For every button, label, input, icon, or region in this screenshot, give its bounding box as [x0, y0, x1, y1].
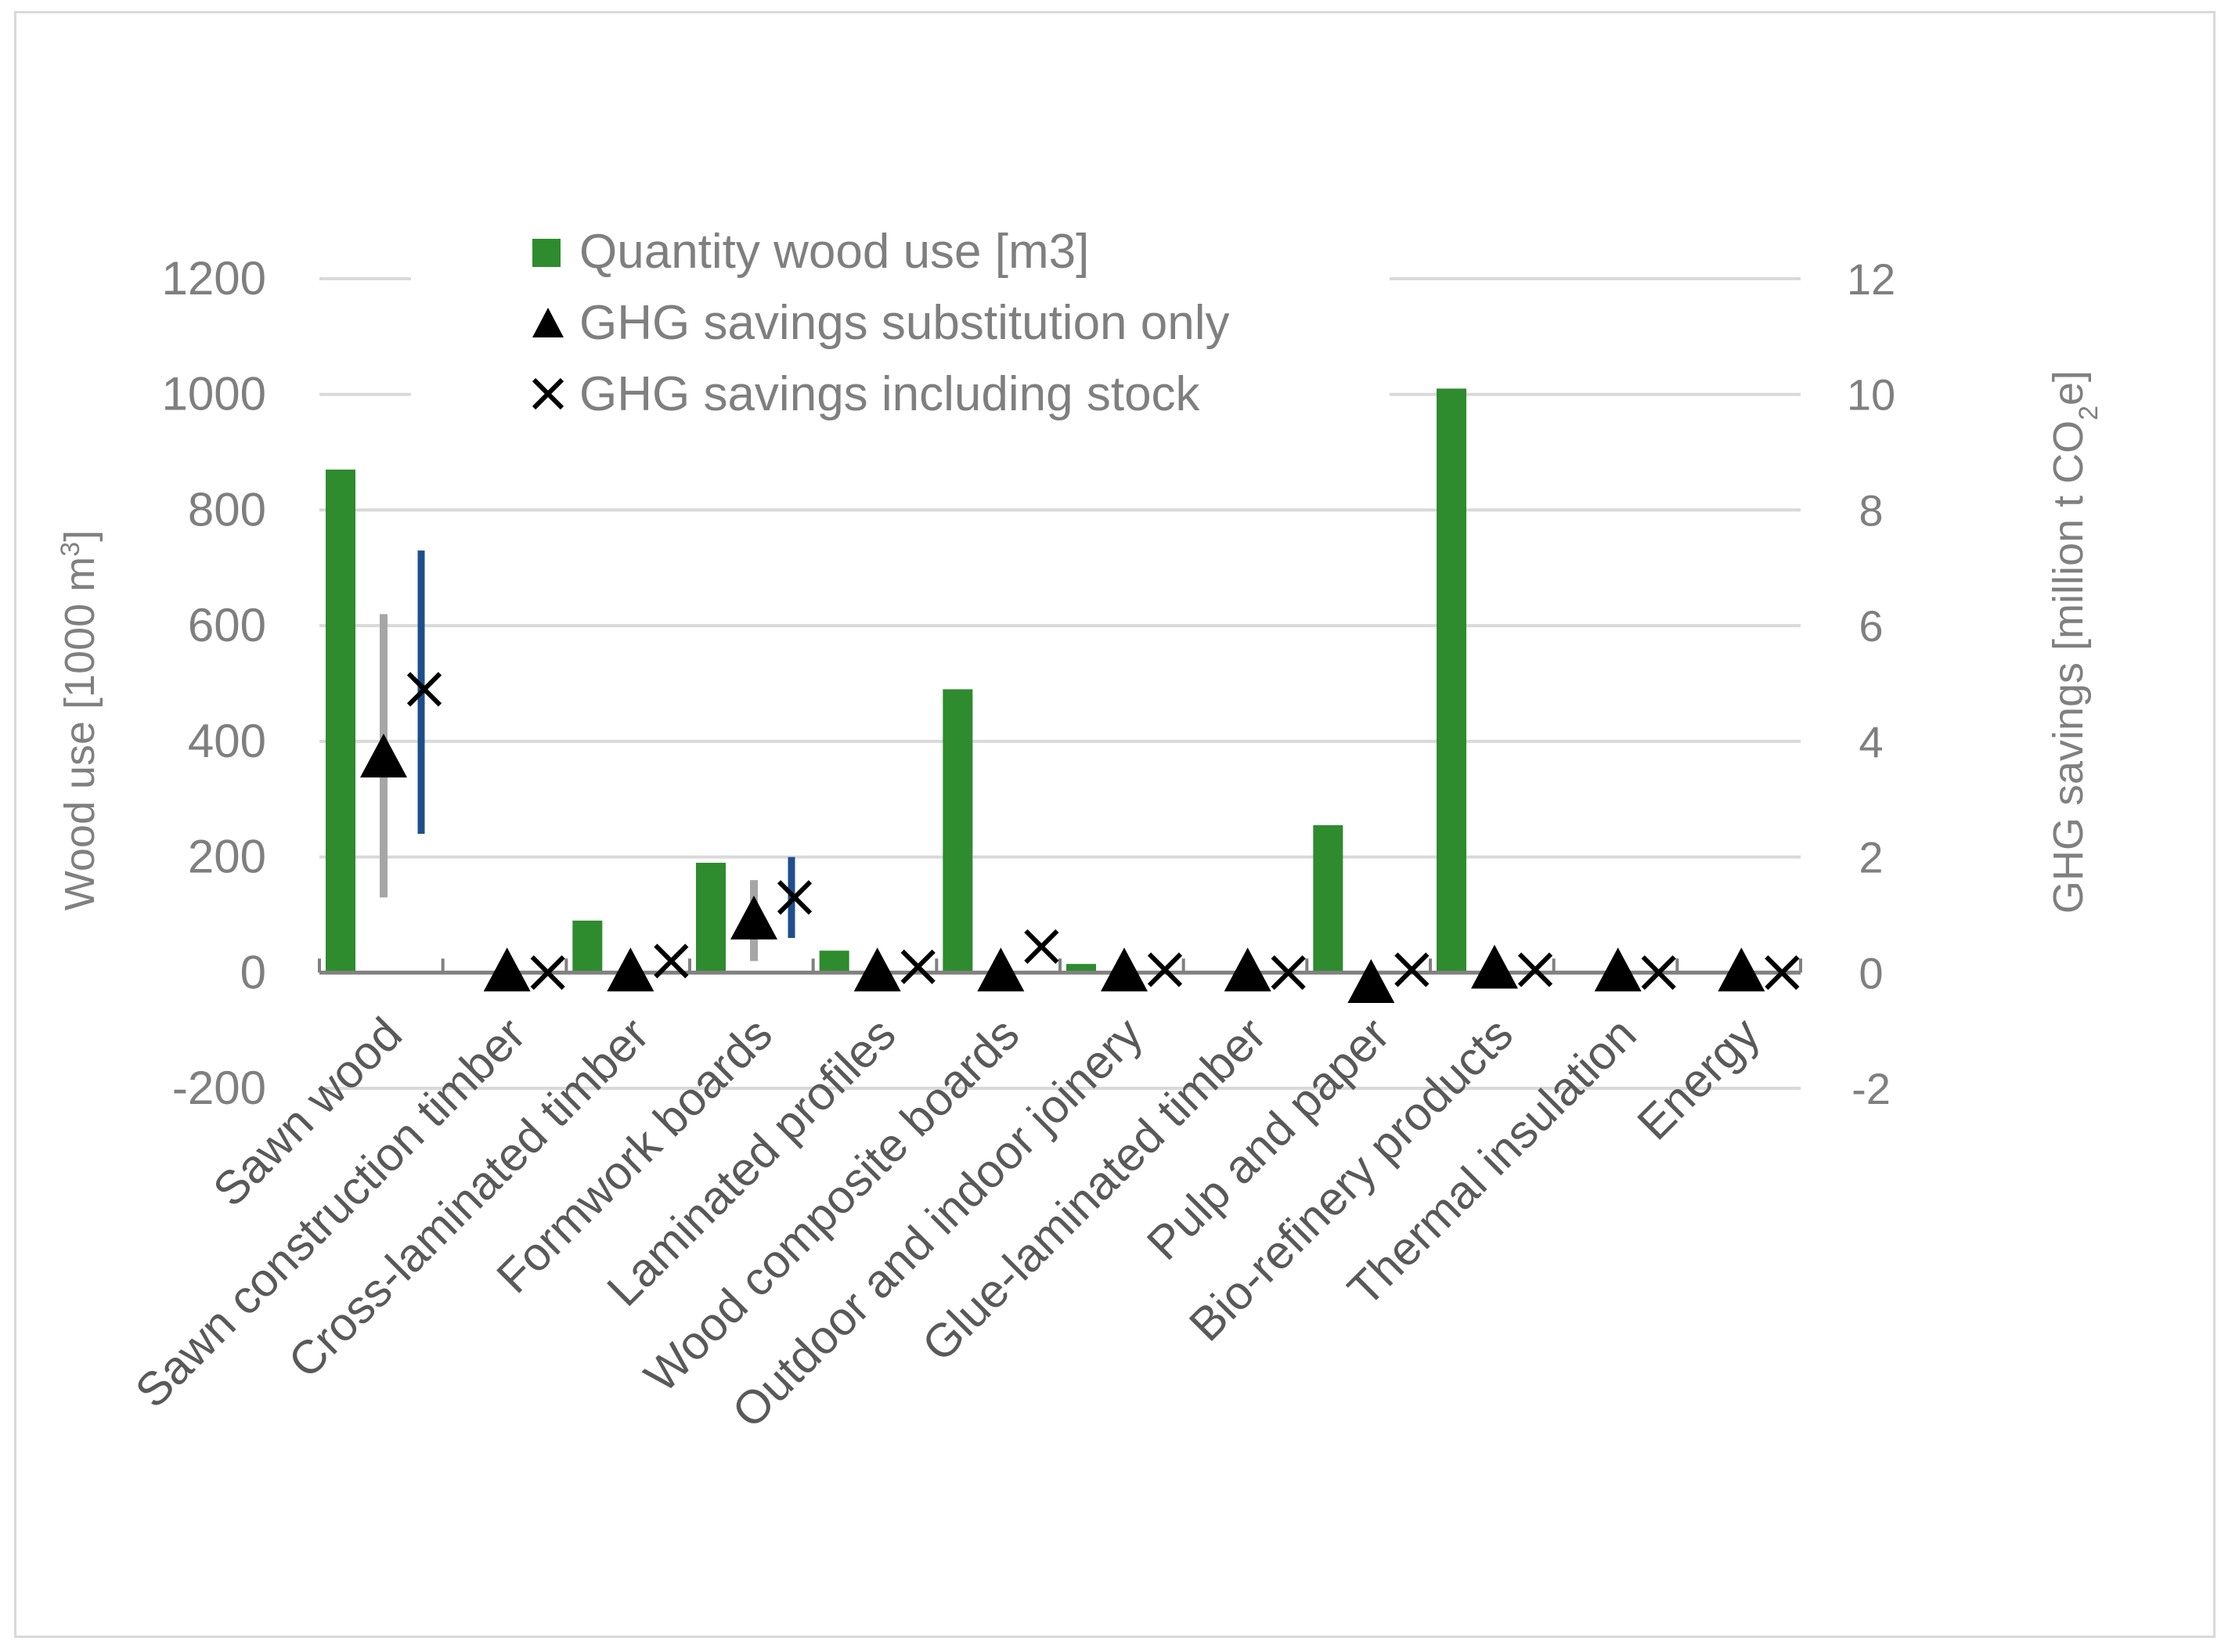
triangle-marker-10 — [1594, 947, 1642, 992]
markers — [360, 672, 1800, 1004]
bars — [326, 388, 1466, 973]
x-marker-11 — [1765, 955, 1800, 990]
left-tick-label: 0 — [240, 946, 266, 998]
triangle-marker-7 — [1224, 947, 1271, 992]
triangle-marker-1 — [483, 947, 531, 992]
left-tick-label: 1200 — [162, 252, 266, 305]
bar-4 — [819, 950, 849, 973]
right-tick-label: 8 — [1859, 485, 1883, 535]
x-marker-7 — [1271, 955, 1306, 990]
right-tick-label: 2 — [1859, 833, 1883, 882]
x-marker-3 — [777, 880, 813, 915]
bar-6 — [1066, 964, 1096, 973]
triangle-marker-3 — [730, 895, 777, 940]
legend-background — [411, 223, 1390, 427]
right-axis-ticks: -2 0 2 4 6 8 10 12 — [1847, 254, 1895, 1113]
x-marker-8 — [1394, 952, 1430, 987]
legend-label-wood-use: Quantity wood use [m3] — [579, 225, 1089, 279]
bar-9 — [1437, 388, 1466, 973]
bar-5 — [943, 689, 973, 973]
triangle-marker-9 — [1471, 944, 1518, 989]
x-marker-10 — [1641, 955, 1676, 990]
left-tick-label: 600 — [188, 599, 266, 651]
right-tick-label: 6 — [1859, 601, 1883, 651]
triangle-marker-6 — [1101, 947, 1148, 992]
x-marker-6 — [1147, 952, 1183, 987]
legend-label-substitution: GHG savings substitution only — [579, 296, 1230, 350]
x-marker-0 — [406, 672, 442, 707]
triangle-marker-2 — [607, 947, 654, 992]
legend-label-including-stock: GHG savings including stock — [579, 367, 1201, 421]
x-marker-5 — [1024, 929, 1059, 965]
legend-swatch-bar — [532, 239, 561, 267]
left-axis-ticks: -200 0 200 400 600 800 1000 1200 — [162, 252, 266, 1114]
left-tick-label: 800 — [188, 483, 266, 536]
triangle-marker-0 — [360, 734, 407, 778]
legend-x-icon — [532, 377, 564, 410]
left-tick-label: -200 — [172, 1062, 266, 1114]
legend-triangle-icon — [532, 308, 564, 337]
triangle-marker-11 — [1718, 947, 1765, 992]
left-tick-label: 400 — [188, 715, 266, 767]
x-marker-2 — [654, 943, 689, 979]
bar-2 — [572, 920, 603, 973]
right-tick-label: 10 — [1847, 370, 1895, 420]
right-tick-label: 0 — [1859, 948, 1883, 997]
triangle-marker-8 — [1347, 959, 1395, 1004]
x-marker-4 — [900, 949, 936, 985]
right-tick-label: -2 — [1852, 1064, 1891, 1113]
x-marker-9 — [1517, 952, 1553, 987]
x-marker-1 — [530, 955, 565, 990]
right-tick-label: 4 — [1859, 717, 1883, 766]
x-axis — [318, 958, 1802, 975]
triangle-marker-5 — [977, 947, 1025, 992]
legend: Quantity wood use [m3] GHG savings subst… — [411, 223, 1390, 427]
left-axis-title: Wood use [1000 m3] — [56, 530, 103, 911]
left-tick-label: 1000 — [162, 368, 266, 420]
bar-0 — [326, 469, 355, 973]
category-label-11: Energy — [1628, 1008, 1770, 1150]
right-tick-label: 12 — [1847, 254, 1895, 304]
right-axis-title: GHG savings [million t CO2e] — [2045, 370, 2104, 914]
bar-8 — [1313, 824, 1343, 973]
left-tick-label: 200 — [188, 831, 266, 883]
triangle-marker-4 — [853, 947, 901, 992]
bar-3 — [696, 862, 726, 973]
error-bars — [380, 550, 795, 961]
